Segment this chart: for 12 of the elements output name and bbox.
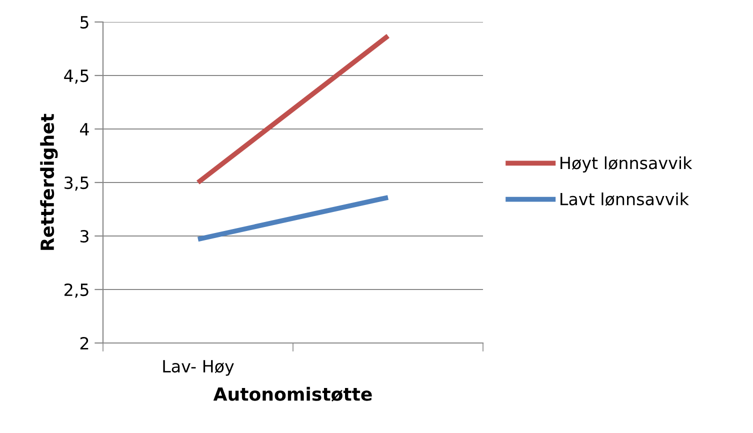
- legend-label: Høyt lønnsavvik: [560, 156, 692, 172]
- x-axis-title: Autonomistøtte: [213, 386, 372, 402]
- x-tick-label: Lav- Høy: [163, 360, 234, 376]
- y-tick-label: 4,5: [64, 70, 88, 84]
- y-tick-label: 3: [80, 230, 88, 243]
- y-tick-label: 5: [80, 16, 88, 29]
- y-tick-label: 2,5: [64, 283, 88, 298]
- y-tick-label: 3,5: [64, 176, 88, 191]
- y-axis-title: Rettferdighet: [40, 114, 58, 250]
- y-tick-label: 2: [80, 336, 88, 350]
- y-tick-label: 4: [80, 123, 89, 136]
- legend-label: Lavt lønnsavvik: [560, 192, 689, 206]
